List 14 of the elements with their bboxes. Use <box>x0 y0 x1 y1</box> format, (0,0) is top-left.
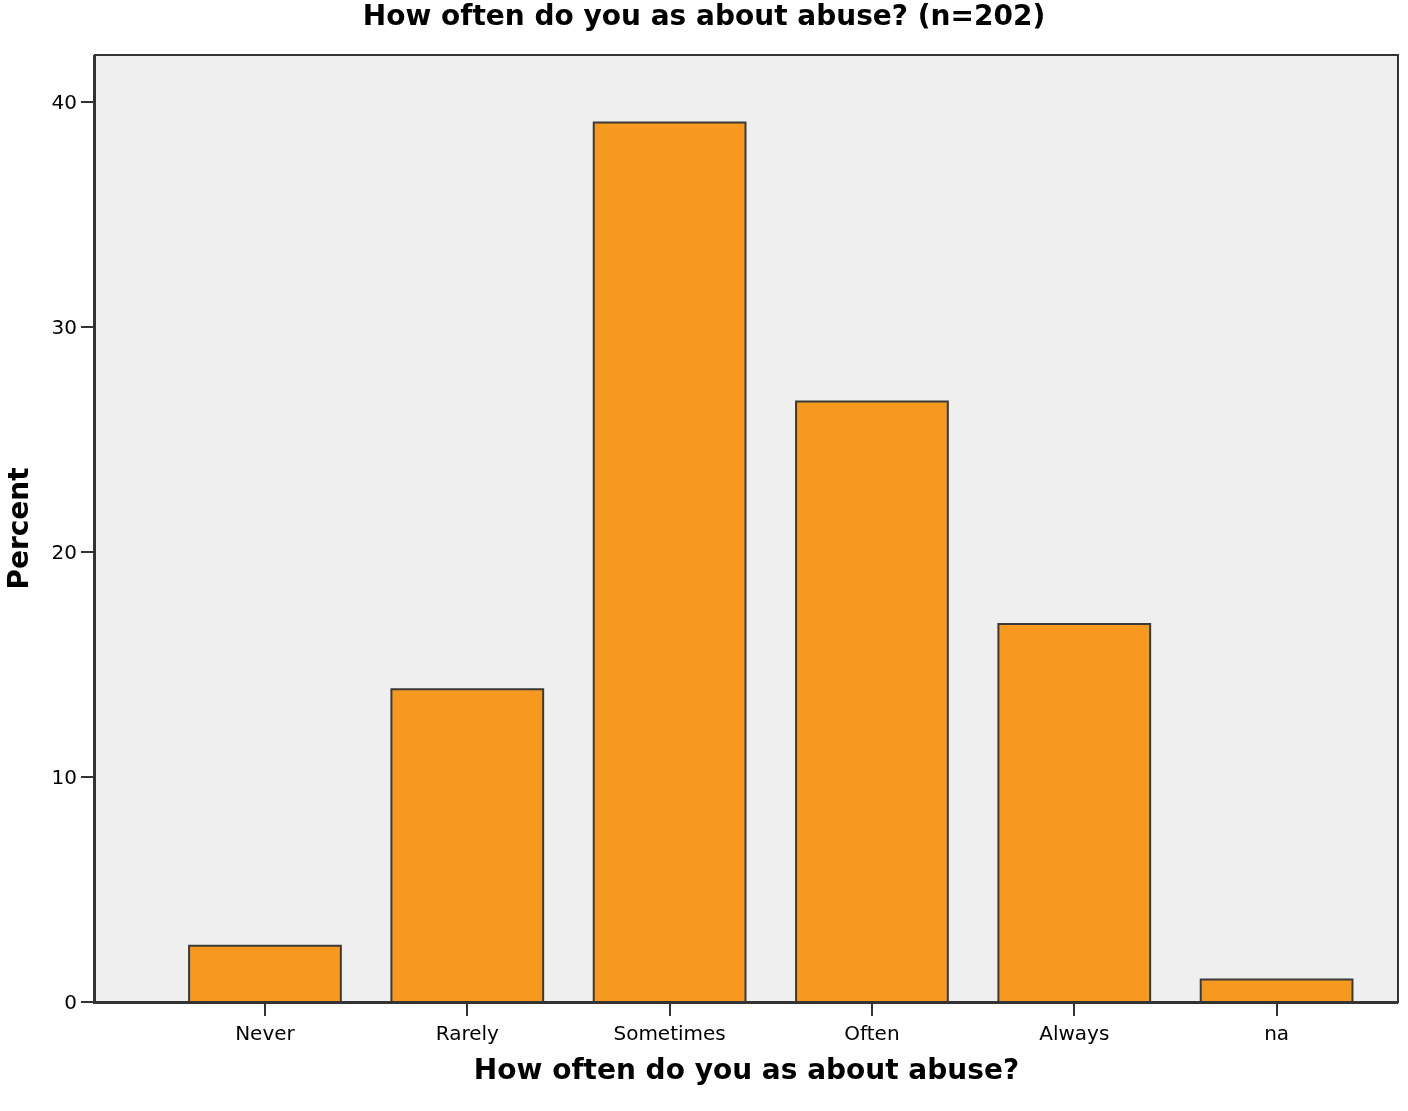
y-tick-label: 10 <box>51 765 77 790</box>
y-tick-label: 30 <box>51 315 77 340</box>
x-tick-label: Sometimes <box>613 1021 726 1045</box>
x-tick-label: Always <box>1039 1021 1110 1045</box>
y-axis-title: Percent <box>1 467 35 590</box>
x-axis-title: How often do you as about abuse? <box>473 1052 1020 1086</box>
x-tick-label: na <box>1264 1021 1290 1045</box>
y-tick-label: 20 <box>51 540 77 565</box>
y-tick-label: 40 <box>51 90 77 115</box>
y-tick-label: 0 <box>64 990 77 1014</box>
x-tick-label: Often <box>844 1021 900 1045</box>
x-tick-label: Rarely <box>435 1021 500 1045</box>
chart-title: How often do you as about abuse? (n=202) <box>362 0 1046 33</box>
x-tick-label: Never <box>235 1021 296 1045</box>
